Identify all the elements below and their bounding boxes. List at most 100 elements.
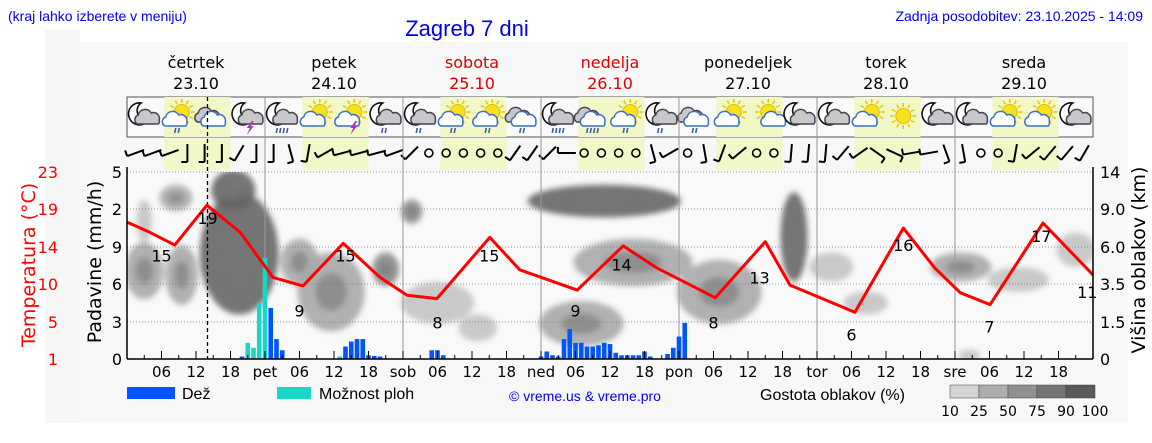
wind-barb-feather <box>943 160 950 165</box>
moon-cloud-rain-icon <box>403 102 437 134</box>
rain-drop <box>275 127 279 134</box>
wind-barb-staff <box>526 145 539 161</box>
rain-bar <box>636 355 642 359</box>
sun-ray <box>174 100 178 105</box>
daylight-band <box>716 139 783 170</box>
wind-barb-icon <box>831 145 850 161</box>
sun-ray <box>1013 100 1017 105</box>
cloud-area <box>809 252 854 282</box>
wind-barb-feather <box>801 160 808 163</box>
wind-barb-feather <box>1056 155 1062 161</box>
cloud-area <box>987 267 1049 292</box>
wind-barb-feather <box>784 160 791 163</box>
wind-calm-icon <box>751 148 762 158</box>
moon-cloud-rain-icon <box>369 102 402 134</box>
wind-barb-icon <box>784 143 793 163</box>
cloud-core <box>174 261 189 289</box>
sun-ray <box>308 104 313 109</box>
location-hint[interactable]: (kraj lahko izberete v meniju) <box>8 8 187 24</box>
cloud-density-level: 10 <box>941 404 959 420</box>
cloud-height-tick-label: 6.0 <box>1100 238 1125 257</box>
wind-barb-staff <box>731 146 747 160</box>
credit-link[interactable]: © vreme.us & vreme.pro <box>509 388 661 404</box>
sun-ray <box>499 104 504 109</box>
sun-ray <box>756 104 761 109</box>
wind-barb-feather <box>848 152 854 159</box>
cloud-core <box>788 215 800 259</box>
sun-icon <box>890 103 917 129</box>
cloud-core <box>290 251 309 274</box>
sun-ray <box>623 100 627 105</box>
rain-drop <box>415 127 419 134</box>
wind-barb-icon <box>158 148 179 158</box>
wind-barb-feather <box>880 157 886 164</box>
rain-bar <box>544 351 550 359</box>
x-tick-label: 18 <box>635 363 654 381</box>
temperature-label: 15 <box>479 246 499 265</box>
wind-barb-staff <box>368 149 387 157</box>
sun-ray <box>323 100 327 105</box>
wind-barb-icon <box>848 147 869 159</box>
wind-barb-feather <box>818 160 825 163</box>
rain-bar <box>670 347 676 359</box>
rain-bar <box>590 346 596 359</box>
sun-ray <box>896 104 900 109</box>
sun-ray <box>998 104 1003 109</box>
cloud-density-swatch <box>949 384 980 399</box>
cloud-core <box>220 223 258 283</box>
rain-bar <box>354 339 360 359</box>
cloud-core <box>561 313 602 334</box>
sun-ray <box>465 104 470 109</box>
sun-ray <box>741 115 746 120</box>
cloud-core <box>946 260 976 274</box>
wind-barb-feather <box>365 149 370 156</box>
rain-drop <box>522 127 526 134</box>
wind-barb-icon <box>267 144 275 163</box>
precip-tick-label: 9 <box>112 238 122 257</box>
rain-drop <box>453 127 457 134</box>
wind-barb-feather <box>504 156 511 162</box>
day-name: torek <box>865 53 907 72</box>
x-tick-label: sob <box>390 363 417 381</box>
day-name: ponedeljek <box>704 53 793 72</box>
wind-barb-icon <box>287 144 295 165</box>
wind-barb-staff <box>920 150 939 156</box>
wind-barb-feather <box>658 151 664 158</box>
daylight-band <box>440 139 507 170</box>
wind-barb-staff <box>823 143 828 163</box>
wind-barb-icon <box>959 143 967 164</box>
sun-ray <box>1002 100 1006 105</box>
wind-barb-icon <box>250 144 258 163</box>
rain-drop <box>449 127 453 134</box>
wind-barb-feather <box>959 160 966 164</box>
rain-bar <box>343 346 348 359</box>
sun-ray <box>860 104 865 109</box>
rain-drop <box>551 127 555 134</box>
cloud-height-tick-label: 14 <box>1100 163 1120 182</box>
temperature-tick-label: 1 <box>48 350 58 369</box>
x-tick-label: tor <box>806 363 828 381</box>
rain-drop <box>418 127 422 134</box>
day-headers: četrtek 23.10 petek 24.10 sobota 25.10 nedelja… <box>168 53 1047 93</box>
wind-barb-icon <box>942 144 951 165</box>
x-tick-label: 06 <box>704 363 723 381</box>
sun-cloud-icon <box>989 99 1023 127</box>
wind-barb-feather <box>900 148 904 155</box>
wind-calm-icon <box>579 148 589 158</box>
sun-ray <box>189 104 194 109</box>
cloud-shape <box>1024 110 1051 127</box>
wind-barb-icon <box>331 149 352 157</box>
wind-barb-icon <box>727 146 747 160</box>
wind-calm-icon <box>441 148 451 158</box>
sun-ray <box>637 104 642 109</box>
wind-barb-feather <box>521 156 528 162</box>
page-title: Zagreb 7 dni <box>405 16 529 41</box>
sun-ray <box>327 104 332 109</box>
sun-ray <box>1037 100 1041 105</box>
x-tick-label: 06 <box>290 363 309 381</box>
wind-barb-staff <box>1043 145 1057 161</box>
rain-drop <box>554 127 558 134</box>
wind-barb-icon <box>1021 146 1041 160</box>
cloud-height-axis-title: Višina oblakov (km) <box>1128 167 1150 354</box>
sun-ray <box>775 104 780 109</box>
